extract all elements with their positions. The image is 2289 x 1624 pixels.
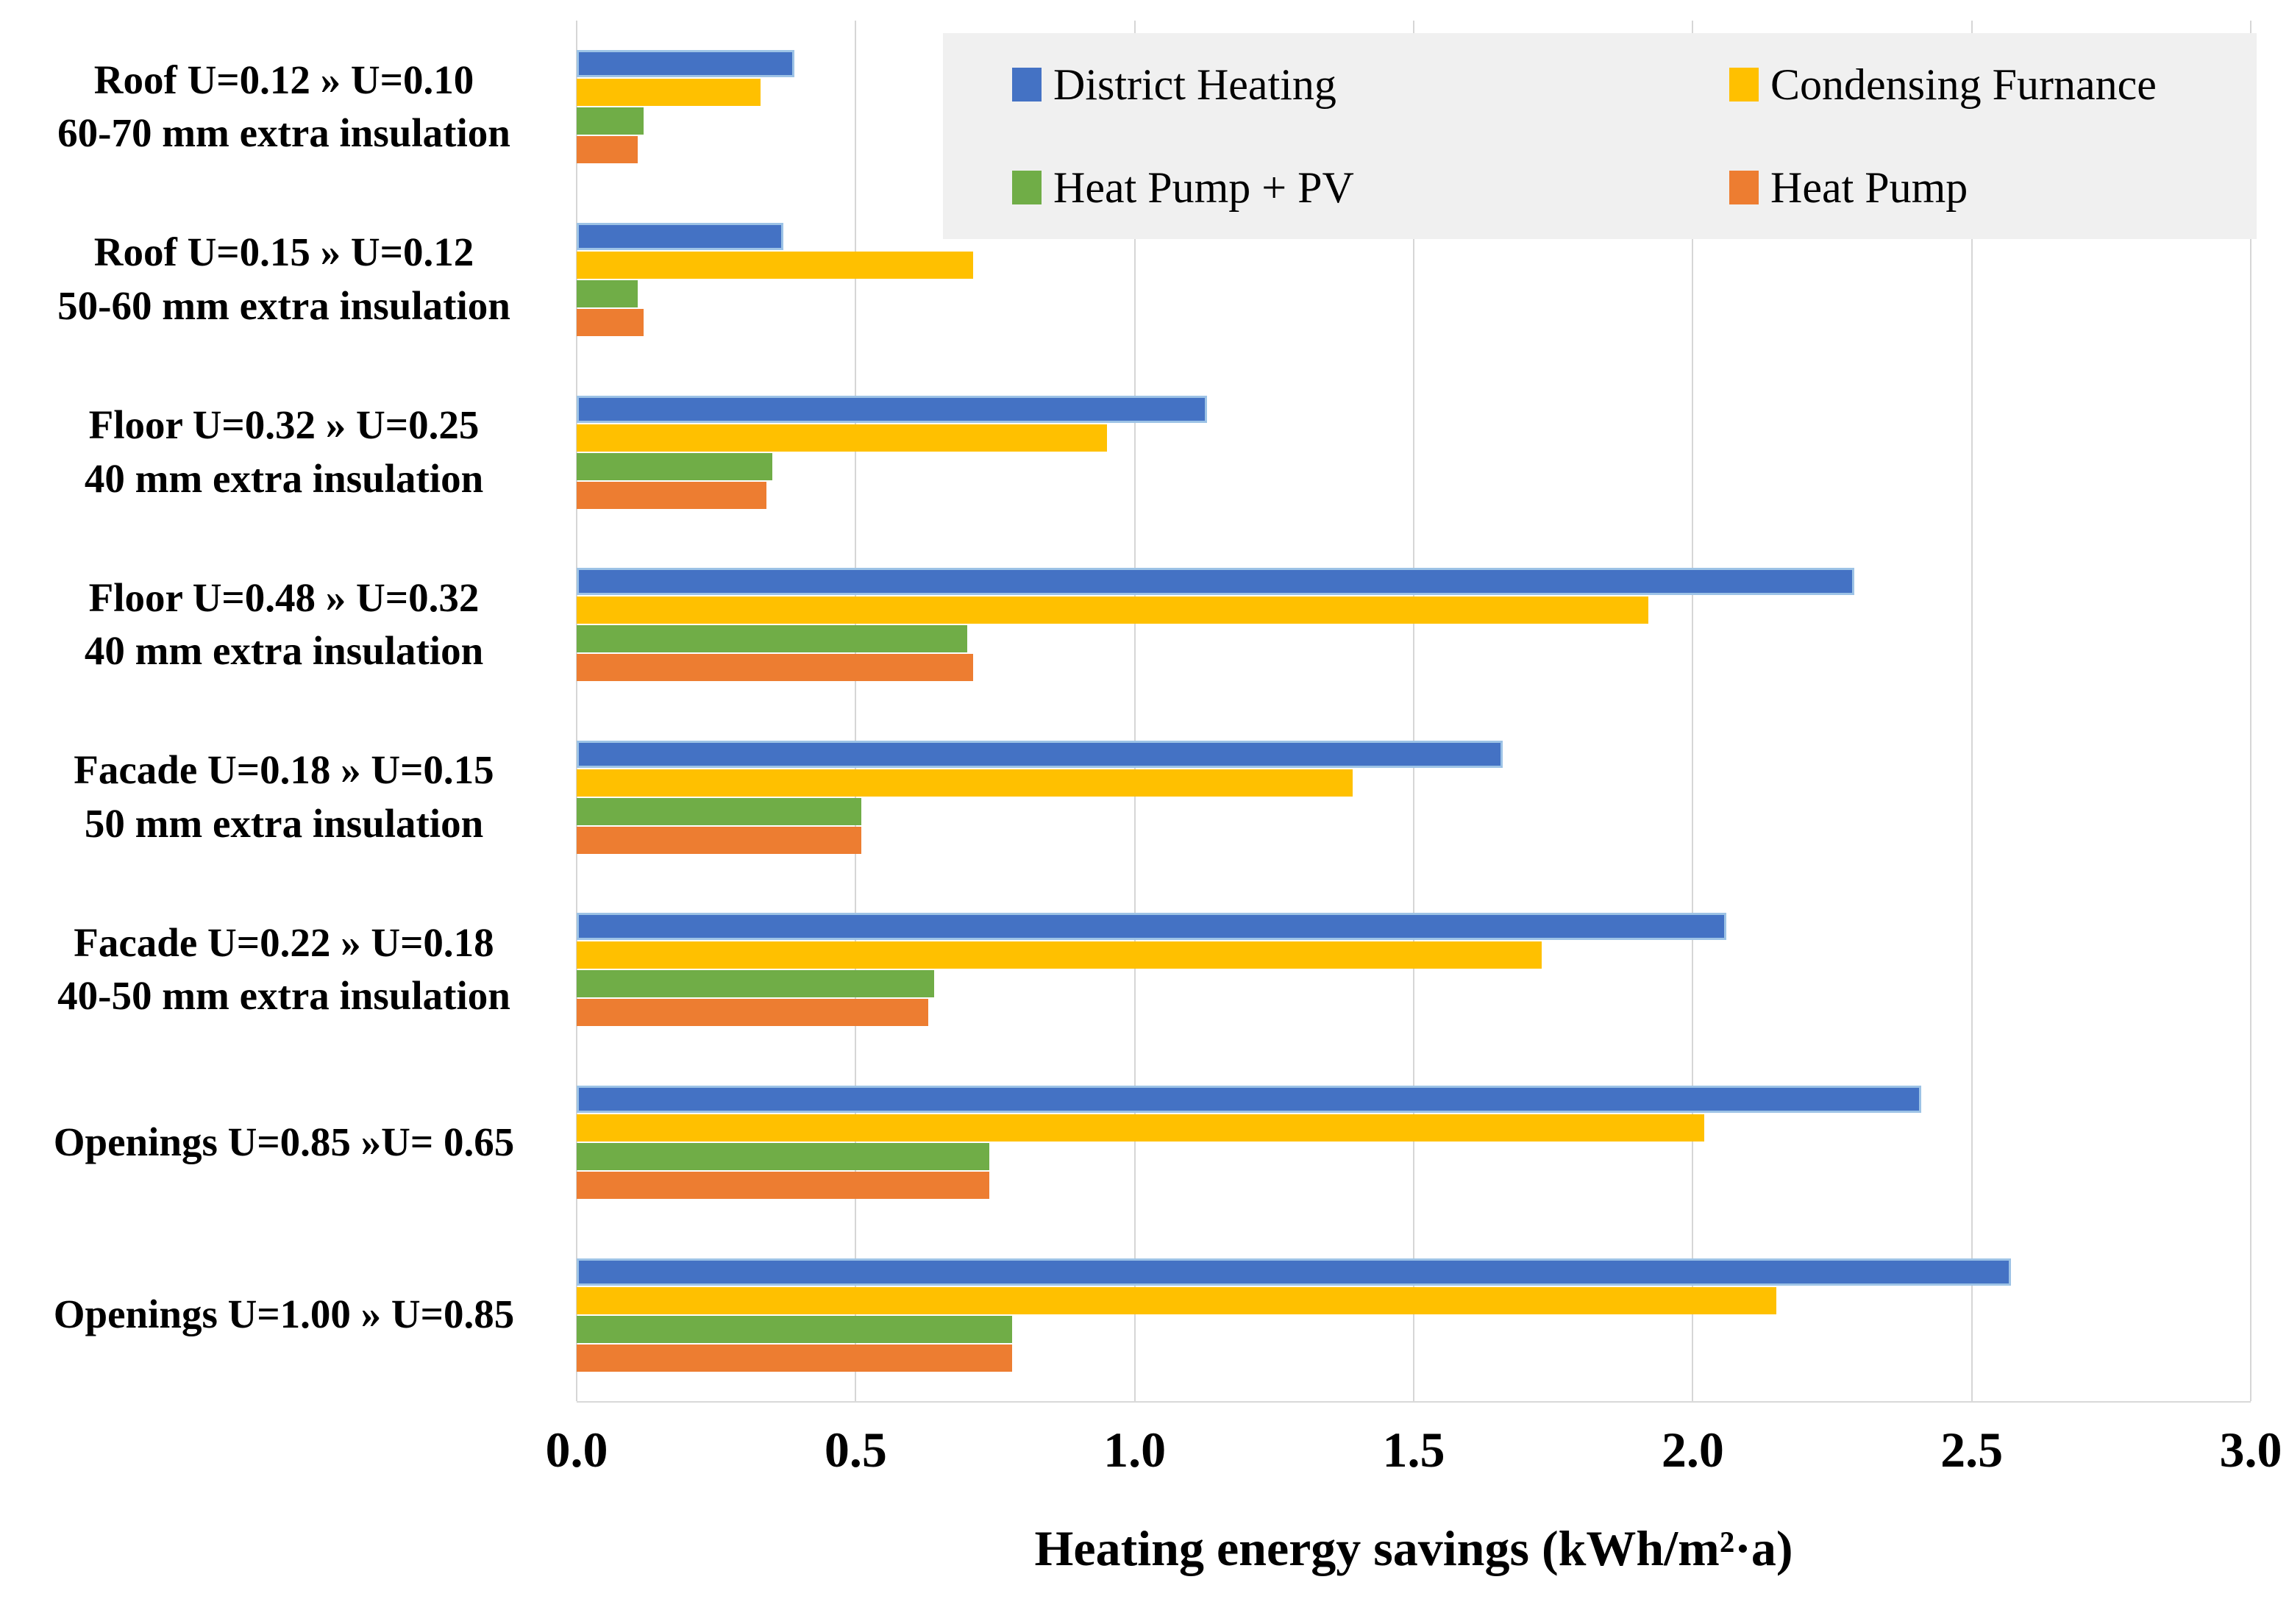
gridline-3.0: [2250, 21, 2251, 1401]
legend-item-condensing-furnance: Condensing Furnance: [1729, 60, 2257, 110]
heat-pump-pv-swatch-icon: [1012, 171, 1042, 204]
x-tick-label-0.0: 0.0: [545, 1422, 608, 1478]
bar-district-heating: [577, 568, 1855, 596]
category-label-8: Openings U=1.00 » U=0.85: [0, 1228, 568, 1401]
legend-label: Heat Pump: [1770, 163, 1968, 212]
category-label-line: 50-60 mm extra insulation: [57, 282, 510, 328]
category-label-line: Floor U=0.32 » U=0.25: [88, 402, 480, 447]
legend-item-district-heating: District Heating: [1012, 60, 1729, 110]
bar-district-heating: [577, 740, 1503, 768]
bar-heat-pump-pv: [577, 452, 772, 480]
bar-heat-pump: [577, 1344, 1012, 1372]
bar-condensing-furnance: [577, 251, 973, 279]
legend-item-heat-pump-pv: Heat Pump + PV: [1012, 163, 1729, 213]
legend-label: District Heating: [1053, 60, 1336, 109]
category-label-line: Roof U=0.12 » U=0.10: [93, 57, 474, 102]
category-label-line: 40 mm extra insulation: [84, 628, 484, 674]
bar-group-3: [577, 366, 2251, 538]
bar-group-5: [577, 711, 2251, 884]
bar-group-4: [577, 538, 2251, 711]
bar-group-8: [577, 1228, 2251, 1401]
category-label-line: Openings U=0.85 »U= 0.65: [53, 1119, 515, 1164]
bar-heat-pump: [577, 826, 861, 854]
legend-label: Heat Pump + PV: [1053, 163, 1354, 212]
bar-heat-pump-pv: [577, 107, 644, 135]
bar-heat-pump-pv: [577, 970, 934, 998]
bar-condensing-furnance: [577, 1286, 1777, 1314]
bar-district-heating: [577, 1258, 2011, 1286]
category-label-line: Facade U=0.22 » U=0.18: [74, 919, 494, 965]
legend-label: Condensing Furnance: [1770, 60, 2157, 109]
category-label-1: Roof U=0.12 » U=0.10 60-70 mm extra insul…: [0, 21, 568, 193]
bar-group-6: [577, 883, 2251, 1056]
category-label-2: Roof U=0.15 » U=0.12 50-60 mm extra insul…: [0, 193, 568, 366]
x-tick-label-1.0: 1.0: [1103, 1422, 1167, 1478]
bar-heat-pump-pv: [577, 1143, 990, 1171]
category-label-line: 50 mm extra insulation: [84, 800, 484, 846]
condensing-furnance-swatch-icon: [1729, 68, 1759, 102]
bar-district-heating: [577, 1086, 1922, 1114]
gridline-0.0: [576, 21, 577, 1401]
heat-pump-swatch-icon: [1729, 171, 1759, 204]
bar-heat-pump: [577, 1172, 990, 1200]
bar-heat-pump-pv: [577, 279, 638, 307]
bar-condensing-furnance: [577, 1114, 1704, 1142]
bar-heat-pump-pv: [577, 797, 861, 825]
bar-district-heating: [577, 222, 783, 250]
bar-condensing-furnance: [577, 941, 1542, 969]
legend: District Heating Condensing Furnance Hea…: [943, 33, 2257, 239]
category-label-7: Openings U=0.85 »U= 0.65: [0, 1056, 568, 1229]
district-heating-swatch-icon: [1012, 68, 1042, 102]
bar-condensing-furnance: [577, 79, 761, 107]
category-label-line: Openings U=1.00 » U=0.85: [53, 1292, 515, 1337]
category-label-line: Floor U=0.48 » U=0.32: [88, 574, 480, 620]
bar-condensing-furnance: [577, 769, 1353, 797]
gridline-0.5: [855, 21, 857, 1401]
x-tick-label-2.0: 2.0: [1661, 1422, 1724, 1478]
category-label-line: 40 mm extra insulation: [84, 455, 484, 501]
gridline-2.5: [1971, 21, 1973, 1401]
category-label-4: Floor U=0.48 » U=0.32 40 mm extra insulat…: [0, 538, 568, 711]
bar-heat-pump-pv: [577, 625, 968, 653]
category-label-line: 60-70 mm extra insulation: [57, 110, 510, 156]
bar-heat-pump-pv: [577, 1315, 1012, 1343]
bar-group-2: [577, 193, 2251, 366]
gridline-1.5: [1413, 21, 1414, 1401]
bar-condensing-furnance: [577, 424, 1107, 452]
category-label-line: 40-50 mm extra insulation: [57, 973, 510, 1019]
gridline-1.0: [1133, 21, 1136, 1401]
bar-heat-pump: [577, 308, 644, 336]
plot-area: [576, 21, 2251, 1403]
category-label-5: Facade U=0.18 » U=0.15 50 mm extra insula…: [0, 711, 568, 884]
category-label-line: Facade U=0.18 » U=0.15: [74, 747, 494, 793]
gridline-2.0: [1692, 21, 1694, 1401]
bar-heat-pump: [577, 481, 766, 509]
legend-item-heat-pump: Heat Pump: [1729, 163, 2257, 213]
x-tick-label-1.5: 1.5: [1382, 1422, 1445, 1478]
bar-district-heating: [577, 50, 794, 78]
x-axis-title: Heating energy savings (kWh/m²·a): [1034, 1520, 1793, 1576]
category-label-line: Roof U=0.15 » U=0.12: [93, 229, 474, 275]
bar-heat-pump: [577, 136, 638, 164]
category-label-6: Facade U=0.22 » U=0.18 40-50 mm extra ins…: [0, 883, 568, 1056]
category-label-3: Floor U=0.32 » U=0.25 40 mm extra insulat…: [0, 366, 568, 538]
bar-district-heating: [577, 395, 1208, 423]
x-tick-label-0.5: 0.5: [824, 1422, 887, 1478]
bar-group-1: [577, 21, 2251, 193]
bar-heat-pump: [577, 654, 973, 682]
bar-group-7: [577, 1056, 2251, 1229]
bar-district-heating: [577, 913, 1726, 941]
bar-heat-pump: [577, 999, 928, 1027]
x-tick-label-2.5: 2.5: [1940, 1422, 2004, 1478]
bar-condensing-furnance: [577, 596, 1648, 624]
x-tick-label-3.0: 3.0: [2219, 1422, 2282, 1478]
